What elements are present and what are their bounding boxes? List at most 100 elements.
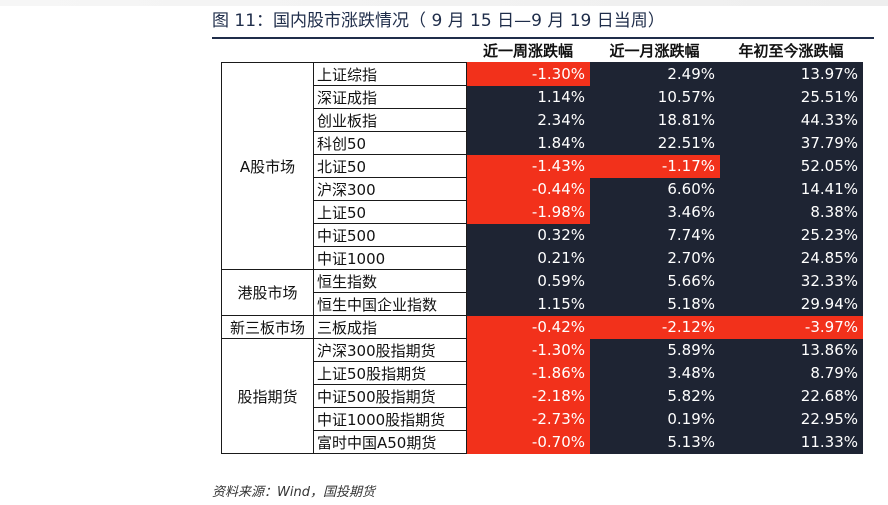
market-group-label: 股指期货	[221, 338, 314, 454]
table-row: A股市场 上证综指 -1.30% 2.49% 13.97%	[221, 62, 863, 270]
week-change-cell: -2.18%	[466, 384, 590, 408]
market-group-label: 新三板市场	[221, 315, 314, 339]
week-change-cell: -1.30%	[466, 62, 590, 86]
month-change-cell: 5.82%	[589, 384, 720, 408]
ytd-change-cell: 13.86%	[719, 338, 863, 362]
index-name: 上证50股指期货	[313, 361, 467, 385]
month-change-cell: 7.74%	[589, 223, 720, 247]
header-blank	[221, 39, 314, 63]
ytd-change-cell: 44.33%	[719, 108, 863, 132]
week-change-cell: -0.70%	[466, 430, 590, 454]
ytd-change-cell: -3.97%	[719, 315, 863, 339]
month-change-cell: 5.18%	[589, 292, 720, 316]
week-change-cell: 0.32%	[466, 223, 590, 247]
month-change-cell: 18.81%	[589, 108, 720, 132]
month-change-cell: 22.51%	[589, 131, 720, 155]
ytd-change-cell: 22.95%	[719, 407, 863, 431]
table-row: 港股市场 恒生指数 0.59% 5.66% 32.33%	[221, 269, 863, 316]
index-name: 沪深300股指期货	[313, 338, 467, 362]
title-underline	[212, 37, 874, 39]
table-row: 深证成指 1.14% 10.57% 25.51%	[222, 85, 863, 109]
month-change-cell: 5.66%	[589, 269, 720, 293]
ytd-change-cell: 22.68%	[719, 384, 863, 408]
table-row: 北证50 -1.43% -1.17% 52.05%	[222, 154, 863, 178]
ytd-change-cell: 29.94%	[719, 292, 863, 316]
table-body: A股市场 上证综指 -1.30% 2.49% 13.97% 深证成指 1.14% 10.57%…	[221, 62, 863, 454]
week-change-cell: 2.34%	[466, 108, 590, 132]
index-name: 中证500股指期货	[313, 384, 467, 408]
table-row: 沪深300 -0.44% 6.60% 14.41%	[222, 177, 863, 201]
stock-performance-table: 近一周涨跌幅 近一月涨跌幅 年初至今涨跌幅 A股市场 上证综指 -1.30% 2.49…	[221, 39, 863, 454]
index-name: 恒生指数	[313, 269, 467, 293]
index-name: 上证50	[313, 200, 467, 224]
table-row: 中证500股指期货 -2.18% 5.82% 22.68%	[222, 384, 863, 408]
month-change-cell: 0.19%	[589, 407, 720, 431]
month-change-cell: -2.12%	[589, 315, 720, 339]
table-row: 中证500 0.32% 7.74% 25.23%	[222, 223, 863, 247]
index-name: 富时中国A50期货	[313, 430, 467, 454]
market-group-label: A股市场	[221, 62, 314, 270]
ytd-change-cell: 13.97%	[719, 62, 863, 86]
index-name: 三板成指	[313, 315, 467, 339]
month-change-cell: 6.60%	[589, 177, 720, 201]
header-week-change: 近一周涨跌幅	[466, 39, 590, 63]
month-change-cell: 10.57%	[589, 85, 720, 109]
week-change-cell: -0.42%	[466, 315, 590, 339]
ytd-change-cell: 37.79%	[719, 131, 863, 155]
ytd-change-cell: 24.85%	[719, 246, 863, 270]
ytd-change-cell: 8.38%	[719, 200, 863, 224]
index-name: 沪深300	[313, 177, 467, 201]
table-row: 创业板指 2.34% 18.81% 44.33%	[222, 108, 863, 132]
week-change-cell: 1.84%	[466, 131, 590, 155]
index-name: 中证1000	[313, 246, 467, 270]
index-name: 北证50	[313, 154, 467, 178]
table-row: 上证50 -1.98% 3.46% 8.38%	[222, 200, 863, 224]
week-change-cell: -0.44%	[466, 177, 590, 201]
month-change-cell: 5.13%	[589, 430, 720, 454]
month-change-cell: 2.49%	[589, 62, 720, 86]
top-decor-line	[0, 0, 888, 6]
ytd-change-cell: 8.79%	[719, 361, 863, 385]
ytd-change-cell: 52.05%	[719, 154, 863, 178]
figure-title: 图 11：国内股市涨跌情况（ 9 月 15 日—9 月 19 日当周）	[212, 11, 665, 31]
header-month-change: 近一月涨跌幅	[589, 39, 720, 63]
table-row: 富时中国A50期货 -0.70% 5.13% 11.33%	[222, 430, 863, 454]
ytd-change-cell: 32.33%	[719, 269, 863, 293]
index-name: 科创50	[313, 131, 467, 155]
index-name: 上证综指	[313, 62, 467, 86]
week-change-cell: -1.98%	[466, 200, 590, 224]
week-change-cell: -1.86%	[466, 361, 590, 385]
ytd-change-cell: 14.41%	[719, 177, 863, 201]
month-change-cell: 3.46%	[589, 200, 720, 224]
index-name: 创业板指	[313, 108, 467, 132]
index-name: 恒生中国企业指数	[313, 292, 467, 316]
week-change-cell: -1.43%	[466, 154, 590, 178]
table-row: 上证50股指期货 -1.86% 3.48% 8.79%	[222, 361, 863, 385]
header-ytd-change: 年初至今涨跌幅	[719, 39, 863, 63]
table-row: 恒生中国企业指数 1.15% 5.18% 29.94%	[222, 292, 863, 316]
table-header-row: 近一周涨跌幅 近一月涨跌幅 年初至今涨跌幅	[221, 39, 863, 63]
header-blank-2	[313, 39, 467, 63]
table-row: 新三板市场 三板成指 -0.42% -2.12% -3.97%	[221, 315, 863, 339]
ytd-change-cell: 11.33%	[719, 430, 863, 454]
index-name: 中证500	[313, 223, 467, 247]
table-row: 中证1000 0.21% 2.70% 24.85%	[222, 246, 863, 270]
week-change-cell: -2.73%	[466, 407, 590, 431]
table-row: 科创50 1.84% 22.51% 37.79%	[222, 131, 863, 155]
market-group-label: 港股市场	[221, 269, 314, 316]
month-change-cell: -1.17%	[589, 154, 720, 178]
month-change-cell: 2.70%	[589, 246, 720, 270]
table-row: 股指期货 沪深300股指期货 -1.30% 5.89% 13.86%	[221, 338, 863, 454]
source-note: 资料来源：Wind，国投期货	[212, 485, 375, 500]
week-change-cell: -1.30%	[466, 338, 590, 362]
month-change-cell: 3.48%	[589, 361, 720, 385]
index-name: 中证1000股指期货	[313, 407, 467, 431]
ytd-change-cell: 25.23%	[719, 223, 863, 247]
month-change-cell: 5.89%	[589, 338, 720, 362]
ytd-change-cell: 25.51%	[719, 85, 863, 109]
week-change-cell: 0.21%	[466, 246, 590, 270]
week-change-cell: 1.15%	[466, 292, 590, 316]
week-change-cell: 1.14%	[466, 85, 590, 109]
week-change-cell: 0.59%	[466, 269, 590, 293]
index-name: 深证成指	[313, 85, 467, 109]
